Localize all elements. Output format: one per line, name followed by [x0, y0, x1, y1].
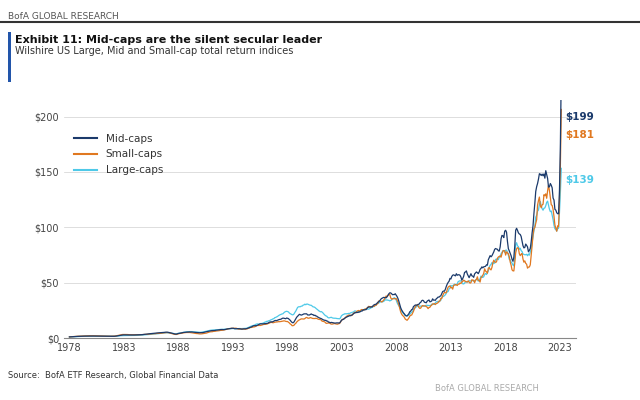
Text: BofA GLOBAL RESEARCH: BofA GLOBAL RESEARCH: [8, 12, 119, 21]
Legend: Mid-caps, Small-caps, Large-caps: Mid-caps, Small-caps, Large-caps: [74, 134, 163, 175]
Text: $181: $181: [565, 130, 594, 140]
Text: Exhibit 11: Mid-caps are the silent secular leader: Exhibit 11: Mid-caps are the silent secu…: [15, 35, 323, 45]
Text: Wilshire US Large, Mid and Small-cap total return indices: Wilshire US Large, Mid and Small-cap tot…: [15, 46, 294, 56]
Text: $139: $139: [565, 175, 594, 185]
Text: Source:  BofA ETF Research, Global Financial Data: Source: BofA ETF Research, Global Financ…: [8, 371, 219, 380]
Text: BofA GLOBAL RESEARCH: BofA GLOBAL RESEARCH: [435, 384, 539, 393]
Text: $199: $199: [565, 112, 594, 122]
